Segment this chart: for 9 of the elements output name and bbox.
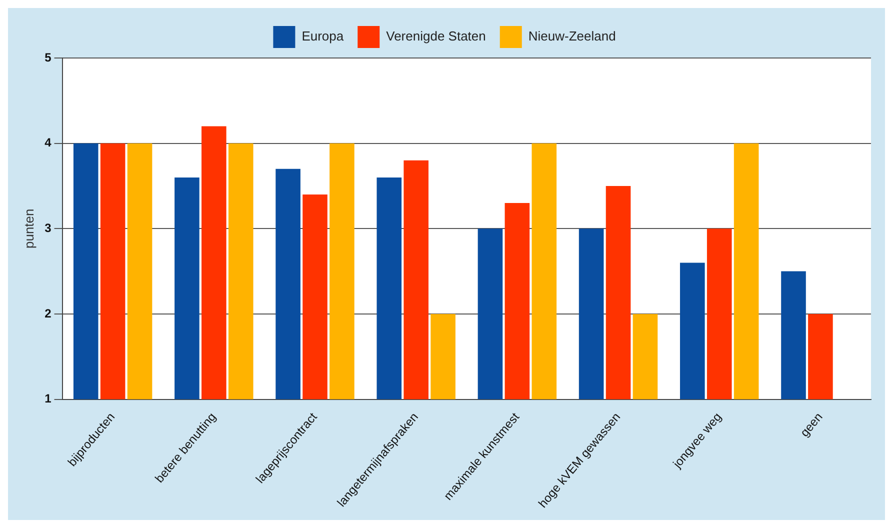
legend-label: Nieuw-Zeeland (528, 28, 616, 44)
legend-label: Verenigde Staten (386, 28, 486, 44)
y-axis-title: punten (21, 208, 36, 249)
y-tick-label: 3 (44, 220, 52, 235)
y-tick-label: 5 (44, 50, 52, 64)
y-tick-label: 4 (44, 136, 52, 150)
y-tick-label: 2 (44, 306, 52, 320)
y-tick-label: 1 (44, 392, 52, 406)
legend-label: Europa (302, 28, 344, 44)
